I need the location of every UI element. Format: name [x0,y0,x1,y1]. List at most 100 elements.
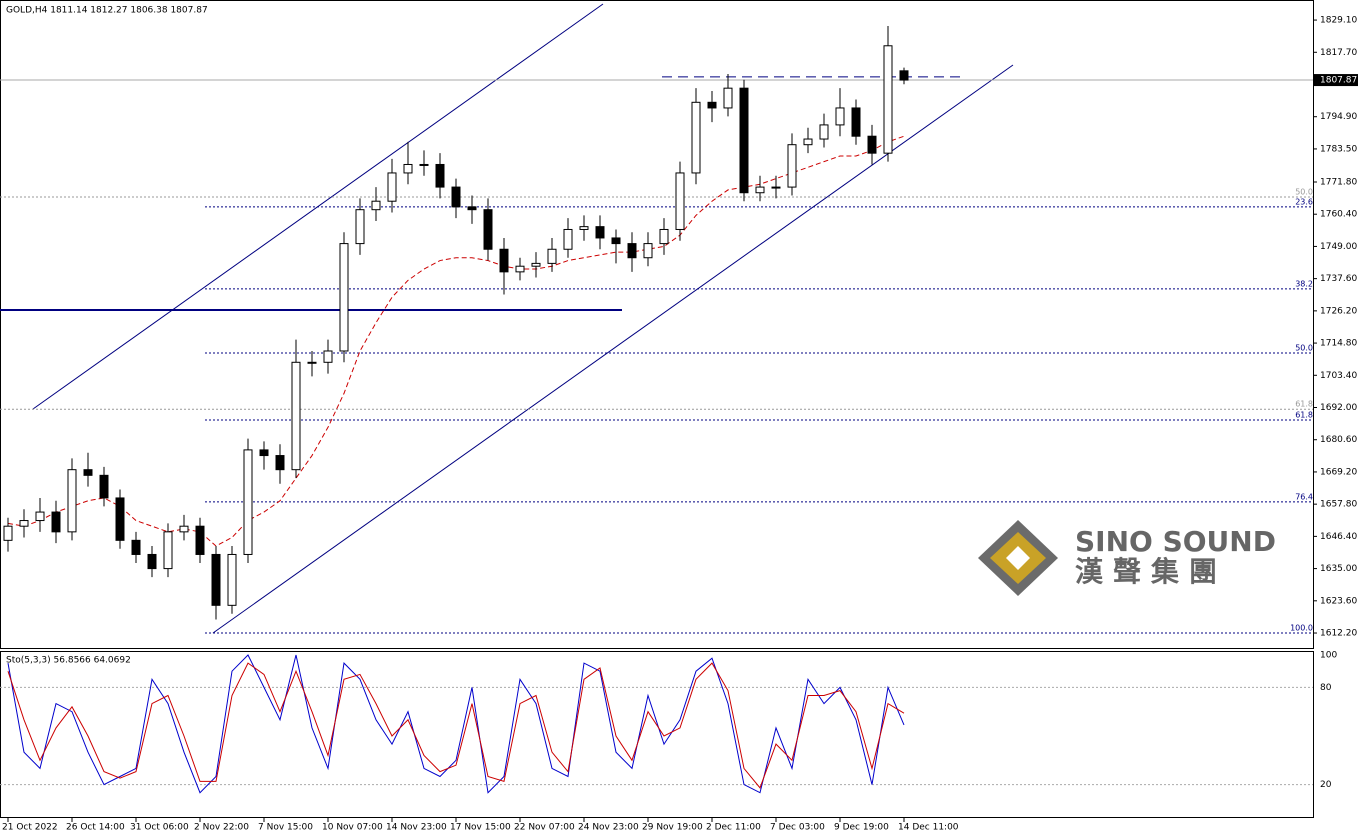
channel-lower [212,64,1014,634]
y-tick-label: 1737.60 [1320,274,1357,284]
y-tick-label: 1771.80 [1320,177,1357,187]
fib-label: 61.8 [1295,410,1313,419]
candle-body [275,455,285,471]
x-tick-label: 31 Oct 06:00 [130,823,189,833]
y-tick-label: 1646.40 [1320,532,1357,542]
candle-body [787,144,797,188]
x-tick-label: 10 Nov 07:00 [322,823,383,833]
x-tick-label: 21 Oct 2022 [2,823,58,833]
candle-body [883,45,893,154]
x-tick-label: 7 Nov 15:00 [258,823,313,833]
y-tick-label: 1692.00 [1320,403,1357,413]
candle-body [819,124,829,140]
candle-body [419,163,429,166]
candle-body [515,265,525,273]
candle-body [659,228,669,245]
candle-body [323,350,333,363]
candle-body [147,553,157,570]
x-tick-label: 2 Dec 11:00 [706,823,761,833]
candle-body [723,87,733,109]
y-tick-label: 1726.20 [1320,306,1357,316]
y-tick-label: 80 [1320,683,1332,693]
current-price-label: 1807.87 [1320,76,1357,86]
x-tick-label: 9 Dec 19:00 [834,823,889,833]
candle-body [675,172,685,230]
logo-core [1006,546,1030,570]
candle-body [867,135,877,154]
y-tick-label: 1829.10 [1320,16,1357,26]
x-tick-label: 7 Dec 03:00 [770,823,825,833]
y-tick-label: 1612.20 [1320,629,1357,639]
x-tick-label: 26 Oct 14:00 [66,823,125,833]
stochastic-line [7,654,905,794]
fib-label: 23.6 [1295,197,1313,206]
candle-body [547,248,557,264]
candle-body [707,101,717,109]
candle-body [899,70,909,81]
y-tick-label: 1635.00 [1320,564,1357,574]
candle-body [227,553,237,606]
stochastic-line [7,662,905,789]
candle-body [67,469,77,533]
x-tick-label: 22 Nov 07:00 [514,823,575,833]
x-tick-label: 14 Nov 23:00 [386,823,447,833]
y-tick-label: 1623.60 [1320,596,1357,606]
candle-body [563,228,573,250]
candle-body [179,525,189,533]
main-frame [0,0,1314,649]
candle-body [355,209,365,245]
candle-body [755,186,765,194]
y-tick-label: 1680.60 [1320,435,1357,445]
x-tick-label: 24 Nov 23:00 [578,823,639,833]
candle-body [611,237,621,245]
candle-body [195,525,205,555]
moving-average [7,135,905,547]
candle-body [371,200,381,211]
candle-body [403,163,413,174]
y-tick-label: 1669.20 [1320,467,1357,477]
y-tick-label: 1794.90 [1320,112,1357,122]
candle-body [531,262,541,267]
y-tick-label: 1760.40 [1320,210,1357,220]
y-tick-label: 1817.70 [1320,48,1357,58]
candle-body [435,163,445,188]
x-tick-label: 17 Nov 15:00 [450,823,511,833]
candle-body [483,209,493,250]
candle-body [163,531,173,570]
candle-body [771,186,781,189]
candle-body [307,361,317,364]
fib-label: 50.0 [1295,187,1313,196]
candle-body [35,511,45,522]
candle-body [451,186,461,208]
x-tick-label: 29 Nov 19:00 [642,823,703,833]
y-tick-label: 1783.50 [1320,144,1357,154]
y-tick-label: 100 [1320,651,1337,661]
candle-body [691,101,701,174]
candle-body [3,525,13,541]
candle-body [387,172,397,202]
logo-name: SINO SOUND [1075,525,1276,558]
candle-body [467,206,477,211]
candle-body [211,553,221,606]
fib-label: 50.0 [1295,343,1313,352]
y-tick-label: 20 [1320,780,1332,790]
y-tick-label: 1714.80 [1320,339,1357,349]
candle-body [595,226,605,239]
candle-body [83,469,93,476]
candle-body [259,449,269,457]
candle-body [51,511,61,533]
logo-chinese: 漢聲集團 [1075,555,1227,588]
candle-body [851,107,861,137]
candle-body [99,474,109,499]
candle-body [627,243,637,259]
candle-body [291,361,301,471]
candle-body [243,449,253,555]
indicator-frame [0,651,1314,818]
candle-body [19,520,29,527]
x-tick-label: 2 Nov 22:00 [194,823,249,833]
fib-label: 100.0 [1290,624,1313,633]
y-tick-label: 1657.80 [1320,500,1357,510]
watermark: SINO SOUND 漢聲集團 [978,520,1276,596]
